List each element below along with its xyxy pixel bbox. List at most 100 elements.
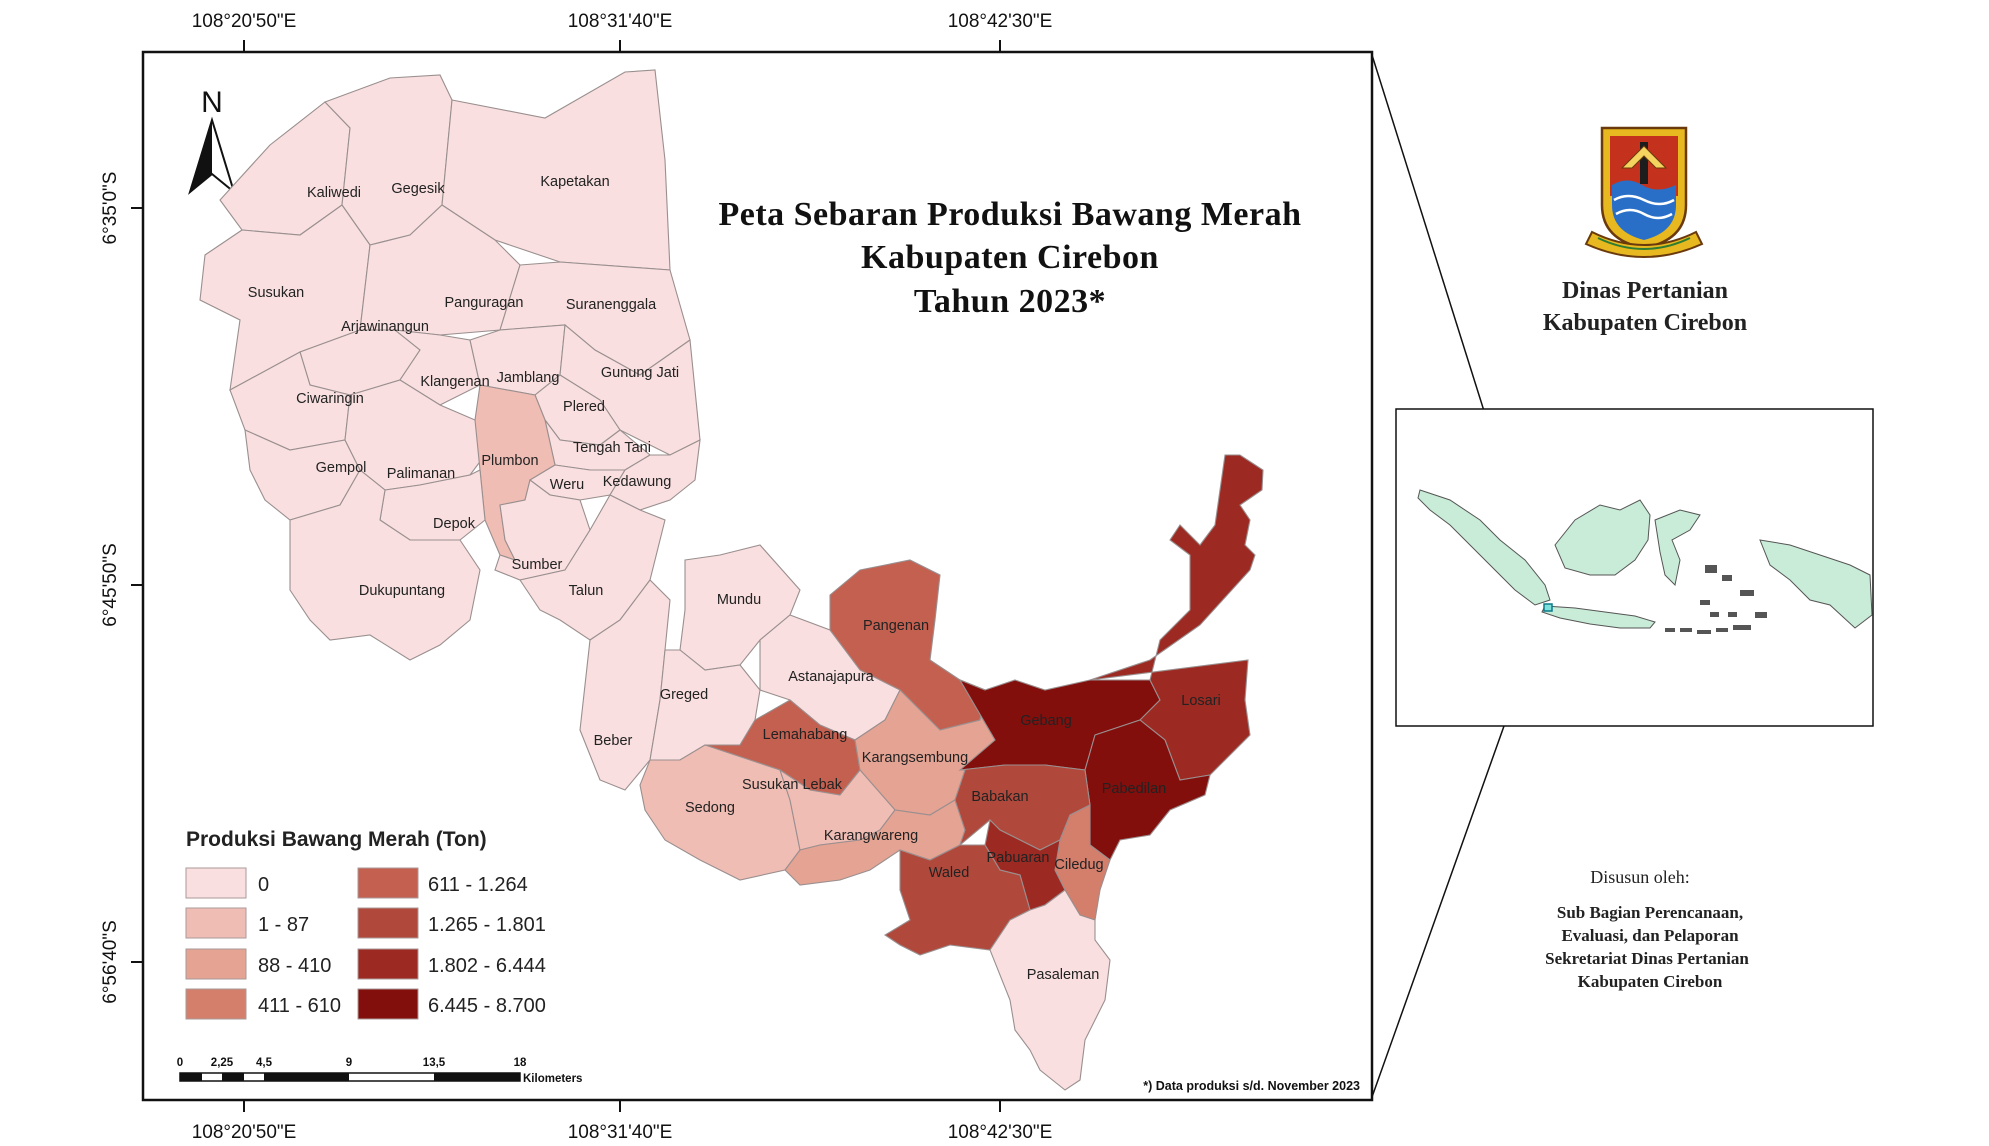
credits-label: Disusun oleh:: [1590, 867, 1690, 887]
label-mundu: Mundu: [717, 592, 761, 608]
district-area-pasaleman[interactable]: [989, 889, 1111, 1091]
label-gunungjati: Gunung Jati: [601, 365, 679, 381]
legend-swatch-6: [357, 948, 419, 980]
title-line-2: Kabupaten Cirebon: [861, 239, 1159, 276]
legend-label-0: 0: [258, 874, 269, 896]
legend-swatch-1: [185, 907, 247, 939]
label-depok: Depok: [433, 516, 476, 532]
org-line-2: Kabupaten Cirebon: [1543, 310, 1747, 336]
legend-label-6: 1.802 - 6.444: [428, 955, 546, 977]
label-kapetakan: Kapetakan: [540, 174, 609, 190]
graticule-labels: 108°20'50"E 108°31'40"E 108°42'30"E 108°…: [100, 11, 1052, 1143]
coord-top-2: 108°31'40"E: [568, 11, 673, 32]
district-area-talun[interactable]: [519, 494, 666, 641]
label-klangenan: Klangenan: [420, 374, 489, 390]
coord-top-1: 108°20'50"E: [192, 11, 297, 32]
org-line-1: Dinas Pertanian: [1562, 278, 1728, 304]
coord-bottom-3: 108°42'30"E: [948, 1122, 1053, 1143]
coord-left-3: 6°56'40"S: [100, 920, 121, 1003]
label-astanajapura: Astanajapura: [788, 669, 874, 685]
legend-swatch-3: [185, 988, 247, 1020]
credits-line-3: Sekretariat Dinas Pertanian: [1545, 949, 1749, 968]
district-area-dukupuntang[interactable]: [289, 469, 481, 661]
coord-left-2: 6°45'50"S: [100, 543, 121, 626]
label-susukanlebak: Susukan Lebak: [742, 777, 843, 793]
label-lemahabang: Lemahabang: [763, 727, 848, 743]
district-area-klangenan[interactable]: [393, 329, 481, 406]
label-losari: Losari: [1181, 693, 1221, 709]
scale-tick-1: 2,25: [211, 1057, 234, 1069]
label-arjawinangun: Arjawinangun: [341, 319, 429, 335]
legend-label-2: 88 - 410: [258, 955, 331, 977]
label-pabuaran: Pabuaran: [987, 850, 1050, 866]
legend-swatch-4: [357, 867, 419, 899]
legend-label-5: 1.265 - 1.801: [428, 914, 546, 936]
label-kedawung: Kedawung: [603, 474, 672, 490]
label-gempol: Gempol: [316, 460, 367, 476]
legend-label-1: 1 - 87: [258, 914, 309, 936]
cirebon-logo: [1584, 126, 1704, 258]
label-kaliwedi: Kaliwedi: [307, 185, 361, 201]
title-line-1: Peta Sebaran Produksi Bawang Merah: [718, 196, 1301, 233]
legend: Produksi Bawang Merah (Ton) 0 1 - 87 88 …: [185, 828, 546, 1020]
label-suranenggala: Suranenggala: [566, 297, 657, 313]
label-weru: Weru: [550, 477, 584, 493]
map-title: Peta Sebaran Produksi Bawang Merah Kabup…: [718, 196, 1301, 320]
label-susukan: Susukan: [248, 285, 304, 301]
district-labels: Kaliwedi Gegesik Kapetakan Susukan Pangu…: [248, 174, 1221, 983]
label-gebang: Gebang: [1020, 713, 1072, 729]
coord-top-3: 108°42'30"E: [948, 11, 1053, 32]
label-beber: Beber: [594, 733, 633, 749]
footnote: *) Data produksi s/d. November 2023: [1143, 1079, 1360, 1093]
district-polygons: [199, 69, 1264, 1091]
inset-island-kalimantan: [1554, 499, 1651, 576]
label-jamblang: Jamblang: [497, 370, 560, 386]
inset-island-papua: [1759, 539, 1873, 629]
label-palimanan: Palimanan: [387, 466, 456, 482]
label-plumbon: Plumbon: [481, 453, 538, 469]
inset-island-java: [1541, 605, 1656, 629]
inset-highlight-cirebon: [1543, 603, 1553, 612]
scale-unit: Kilometers: [523, 1073, 582, 1085]
title-line-3: Tahun 2023*: [914, 283, 1106, 320]
legend-swatch-7: [357, 988, 419, 1020]
scale-tick-3: 9: [346, 1057, 352, 1069]
north-arrow-label: N: [201, 86, 223, 119]
scale-tick-0: 0: [177, 1057, 183, 1069]
label-ciledug: Ciledug: [1054, 857, 1103, 873]
coord-left-1: 6°35'0"S: [100, 172, 121, 245]
scale-tick-4: 13,5: [423, 1057, 446, 1069]
label-pabedilan: Pabedilan: [1102, 781, 1167, 797]
coord-bottom-2: 108°31'40"E: [568, 1122, 673, 1143]
label-sedong: Sedong: [685, 800, 735, 816]
credits: Disusun oleh: Sub Bagian Perencanaan, Ev…: [1545, 867, 1749, 991]
inset-island-sulawesi: [1654, 509, 1701, 587]
label-gegesik: Gegesik: [391, 181, 445, 197]
label-plered: Plered: [563, 399, 605, 415]
label-sumber: Sumber: [512, 557, 563, 573]
label-greged: Greged: [660, 687, 708, 703]
scale-tick-5: 18: [514, 1057, 527, 1069]
label-dukupuntang: Dukupuntang: [359, 583, 445, 599]
label-pasaleman: Pasaleman: [1027, 967, 1100, 983]
label-talun: Talun: [569, 583, 604, 599]
legend-swatch-0: [185, 867, 247, 899]
north-arrow: N: [188, 86, 236, 195]
inset-island-sumatra: [1417, 489, 1551, 606]
credits-line-4: Kabupaten Cirebon: [1578, 972, 1723, 991]
label-waled: Waled: [929, 865, 970, 881]
legend-label-7: 6.445 - 8.700: [428, 995, 546, 1017]
label-karangsembung: Karangsembung: [862, 750, 968, 766]
credits-line-1: Sub Bagian Perencanaan,: [1557, 903, 1743, 922]
scale-tick-2: 4,5: [256, 1057, 273, 1069]
legend-label-4: 611 - 1.264: [428, 874, 528, 896]
label-karangwareng: Karangwareng: [824, 828, 918, 844]
label-tengahtani: Tengah Tani: [573, 440, 651, 456]
label-ciwaringin: Ciwaringin: [296, 391, 364, 407]
label-pangenan: Pangenan: [863, 618, 929, 634]
legend-title: Produksi Bawang Merah (Ton): [186, 828, 487, 851]
label-panguragan: Panguragan: [444, 295, 523, 311]
legend-swatch-2: [185, 948, 247, 980]
coord-bottom-1: 108°20'50"E: [192, 1122, 297, 1143]
